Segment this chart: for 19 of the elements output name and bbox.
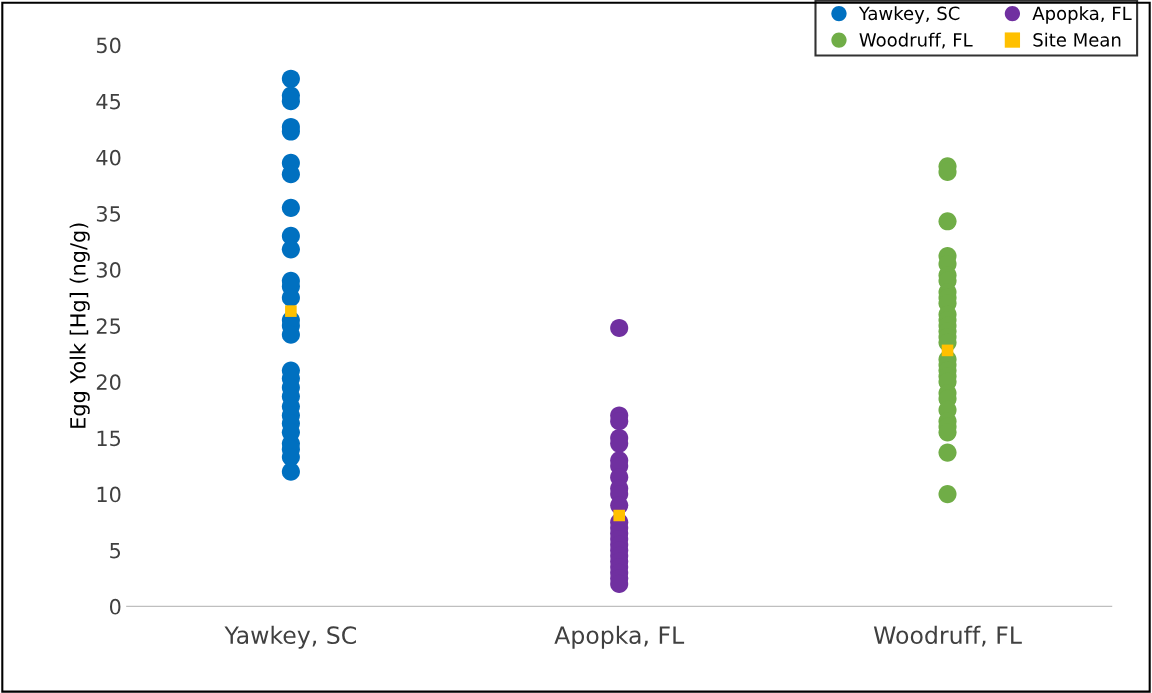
y-tick-label: 25: [96, 318, 121, 334]
y-tick-label: 40: [96, 149, 121, 166]
y-tick-label: 45: [96, 93, 121, 110]
y-tick-label: 10: [97, 486, 121, 503]
y-axis-title: Egg Yolk [Hg] (ng/g): [69, 223, 90, 428]
y-tick-label: 50: [96, 37, 121, 54]
y-tick-label: 35: [96, 205, 121, 222]
y-tick-label: 15: [97, 430, 121, 447]
legend-label: Yawkey, SC: [858, 6, 960, 24]
x-tick-label: Yawkey, SC: [224, 625, 356, 649]
y-tick-label: 20: [96, 374, 121, 391]
legend-label: Site Mean: [1033, 32, 1121, 47]
x-tick-label: Woodruff, FL: [873, 625, 1022, 647]
x-tick-label: Apopka, FL: [554, 625, 685, 649]
y-tick-label: 0: [109, 598, 121, 615]
y-tick-label: 5: [110, 542, 121, 559]
legend-label: Woodruff, FL: [859, 32, 973, 49]
y-tick-label: 30: [96, 262, 121, 278]
legend-label: Apopka, FL: [1032, 6, 1132, 24]
